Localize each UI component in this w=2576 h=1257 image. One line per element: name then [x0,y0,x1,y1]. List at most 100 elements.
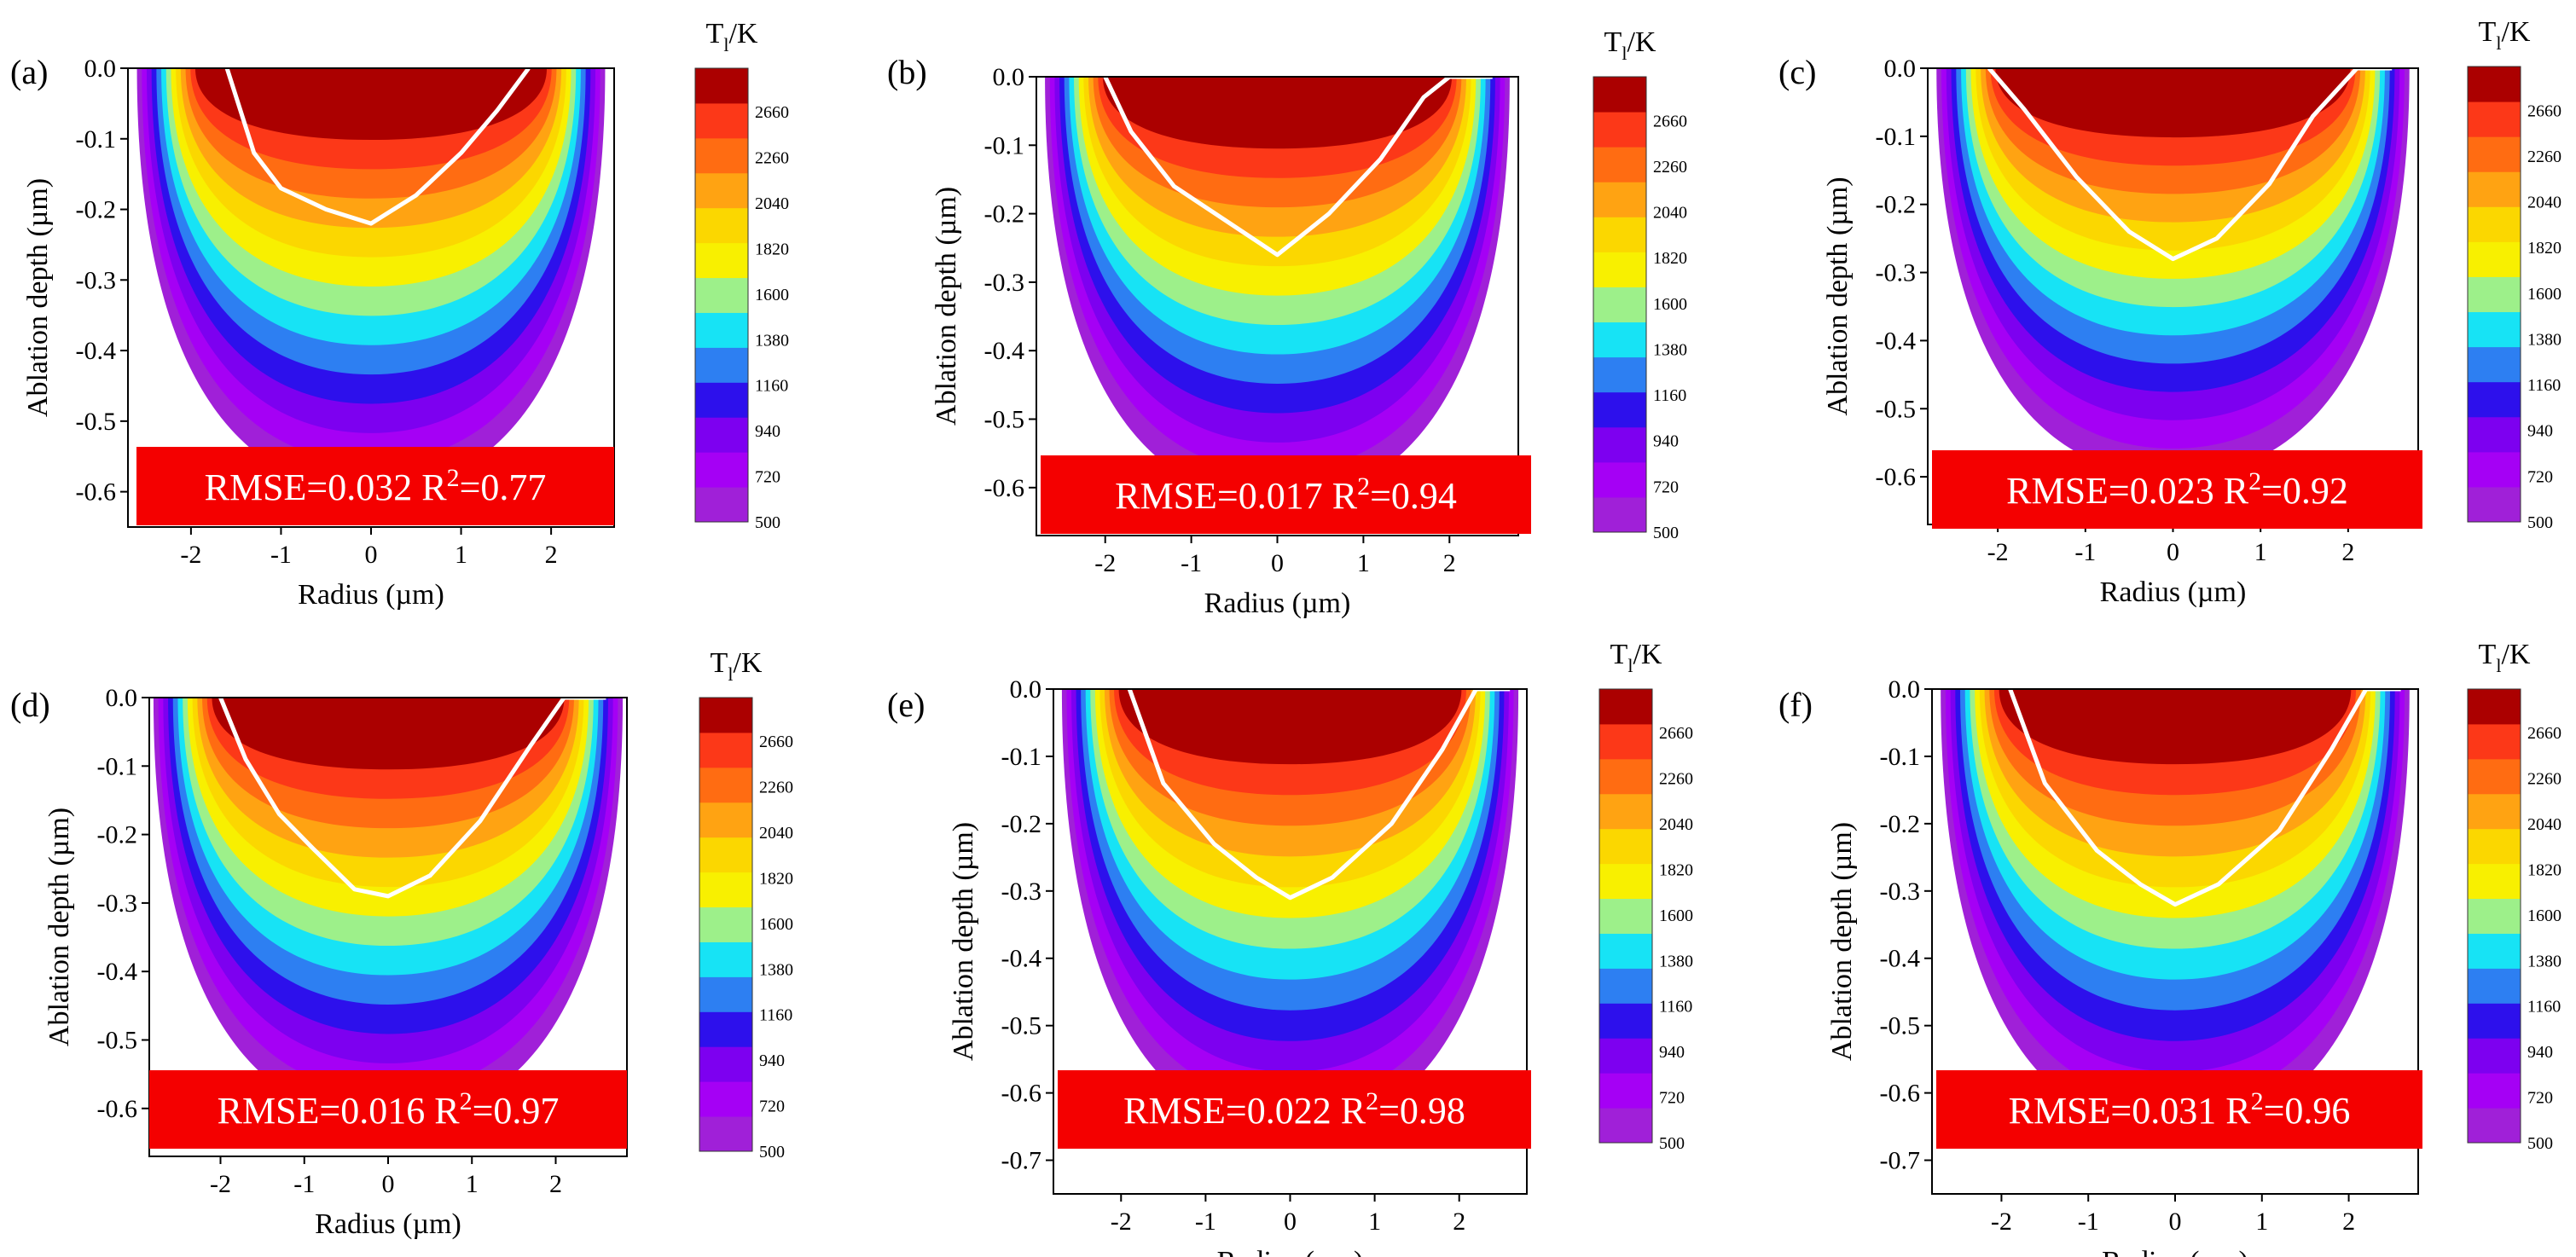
r2-value: =0.96 [2264,1090,2351,1132]
colorbar-tick-label: 1600 [1659,907,1693,925]
colorbar-tick-label: 2660 [2527,101,2561,120]
x-tick-label: -1 [1181,549,1202,577]
rmse-text: RMSE=0.017 R2=0.94 [1115,472,1457,517]
colorbar-segment [1599,968,1652,1004]
colorbar-tick-label: 2040 [1653,204,1687,223]
colorbar-segment [2468,758,2521,795]
colorbar-tick-label: 2260 [2527,148,2561,166]
colorbar-tick-label: 1600 [1653,295,1687,314]
x-tick-label: 1 [455,541,467,569]
y-tick-label: -0.5 [1880,1012,1921,1040]
panel-a: 0.0 -0.1 -0.2 -0.3 -0.4 -0.5 -0.6 -2 -1 0 1 2 Radius… [10,18,789,611]
ablation-profile-line [2008,686,2401,907]
colorbar-segment [2468,1073,2521,1109]
ablation-profile-line [218,695,606,899]
colorbar-tick-label: 940 [2527,1043,2553,1062]
colorbar-tick-label: 2260 [759,779,793,797]
colorbar-segment [1599,933,1652,969]
colorbar-segment [2468,1003,2521,1039]
panel-label: (c) [1778,53,1816,91]
colorbar-tick-label: 500 [2527,1134,2553,1153]
y-tick-label: -0.2 [984,200,1025,229]
colorbar-tick-label: 1820 [1653,249,1687,268]
y-tick-label: -0.7 [1001,1147,1042,1175]
r2-superscript: 2 [2251,1087,2264,1115]
colorbar-tick-label: 940 [1653,432,1679,451]
colorbar-segment [1593,77,1646,113]
colorbar-tick-label: 2260 [1653,158,1687,177]
colorbar-title-tail: /K [733,647,762,679]
y-tick-label: -0.6 [984,474,1025,502]
colorbar-segment [699,732,752,768]
colorbar-segment [1593,356,1646,393]
r2-value: =0.92 [2261,470,2348,512]
colorbar-tick-label: 500 [1653,524,1679,542]
colorbar-frame [694,67,749,523]
colorbar-segment [695,102,748,139]
r2-superscript: 2 [2248,467,2261,495]
colorbar-segment [2468,1038,2521,1074]
colorbar-segment [2468,136,2521,172]
x-tick-label: 1 [2255,1208,2268,1236]
colorbar-segment [1593,112,1646,148]
colorbar-tick-label: 2040 [1659,815,1693,834]
colorbar-tick-label: 1380 [755,331,789,350]
y-tick-label: -0.4 [1876,327,1917,355]
rmse-value: RMSE=0.022 R [1123,1090,1366,1132]
colorbar-segment [2468,101,2521,137]
colorbar-tick-label: 720 [759,1098,785,1116]
y-tick-label: -0.2 [76,196,117,224]
colorbar-segment [2468,863,2521,900]
panel-label: (e) [887,686,925,724]
x-tick-label: 2 [549,1170,562,1198]
x-axis-label: Radius (µm) [1217,1246,1364,1257]
colorbar-segment [1599,863,1652,900]
ablation-profile-line [224,67,531,226]
rmse-value: RMSE=0.032 R [205,466,448,508]
contour-band [1102,77,1453,149]
y-tick-label: -0.1 [1001,743,1042,771]
colorbar-segment [695,68,748,104]
y-tick-label: -0.2 [1880,810,1921,838]
colorbar-title-sub: l [723,34,728,55]
y-tick-label: -0.4 [76,337,117,365]
y-tick-label: -0.3 [76,266,117,294]
colorbar-tick-label: 2660 [1653,112,1687,130]
colorbar-segment [2468,451,2521,488]
colorbar-tick-label: 1820 [2527,239,2561,258]
colorbar-segment [695,277,748,313]
y-tick-label: 0.0 [106,684,138,712]
colorbar-tick-label: 1380 [759,960,793,979]
colorbar-segment [2468,346,2521,383]
x-axis-label: Radius (µm) [1204,588,1351,619]
panel-label: (d) [10,686,50,724]
colorbar-segment [1593,496,1646,533]
colorbar-tick-label: 2260 [1659,770,1693,789]
colorbar-segment [699,976,752,1012]
colorbar-segment [1599,689,1652,725]
colorbar-frame [1593,76,1647,533]
y-tick-label: -0.6 [1880,1080,1921,1108]
colorbar-segment [1599,898,1652,934]
colorbar-title-main: T [2479,639,2497,670]
colorbar-tick-label: 1820 [759,869,793,888]
colorbar-segment [2468,67,2521,102]
x-tick-label: -1 [2078,1208,2099,1236]
colorbar-segment [695,207,748,244]
contour-band [194,68,548,141]
colorbar-segment [699,767,752,803]
colorbar-tick-label: 720 [1659,1089,1685,1108]
colorbar-tick-label: 940 [759,1051,785,1070]
y-axis-label: Ablation depth (µm) [948,822,979,1061]
colorbar-segment [699,837,752,873]
colorbar-tick-label: 720 [755,468,780,487]
colorbar-segment [1593,147,1646,182]
colorbar-segment [2468,276,2521,313]
y-axis-label: Ablation depth (µm) [44,808,75,1046]
rmse-value: RMSE=0.017 R [1115,475,1358,517]
y-tick-label: -0.7 [1880,1147,1921,1175]
colorbar-segment [699,1116,752,1152]
y-tick-label: -0.3 [1880,878,1921,906]
colorbar-segment [695,382,748,418]
